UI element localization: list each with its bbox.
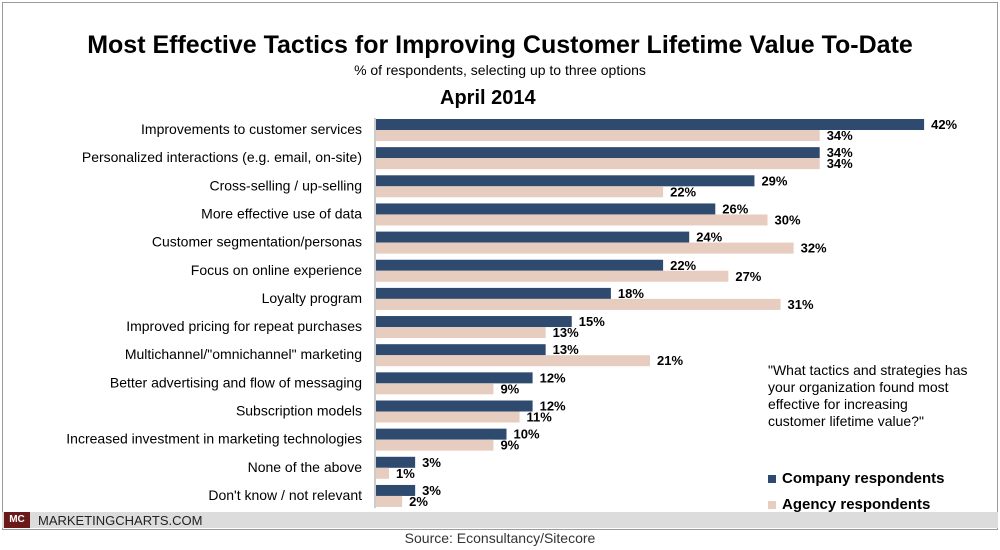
category-label: Focus on online experience <box>191 262 362 278</box>
value-label-company: 13% <box>553 342 579 357</box>
bar-company <box>376 400 533 412</box>
value-label-company: 12% <box>540 399 566 414</box>
category-label: Better advertising and flow of messaging <box>110 374 362 390</box>
value-label-agency: 9% <box>500 438 519 453</box>
bar-chart: Improvements to customer services 42% 34% P… <box>66 117 957 509</box>
category-label: Improvements to customer services <box>141 121 362 137</box>
category-label: Don't know / not relevant <box>208 487 362 503</box>
brand-link[interactable]: MARKETINGCHARTS.COM <box>38 513 203 528</box>
value-label-company: 12% <box>540 370 566 385</box>
value-label-company: 42% <box>931 117 957 132</box>
bar-company <box>376 287 611 299</box>
legend-label-agency: Agency respondents <box>782 496 931 513</box>
bar-company <box>376 316 572 328</box>
value-label-company: 3% <box>422 483 441 498</box>
value-label-agency: 9% <box>500 381 519 396</box>
bar-agency <box>376 214 768 226</box>
legend-item-agency: Agency respondents <box>768 496 930 513</box>
value-label-agency: 22% <box>670 184 696 199</box>
value-label-company: 10% <box>514 427 540 442</box>
category-label: Subscription models <box>236 403 362 419</box>
bar-agency <box>376 242 794 254</box>
survey-question: "What tactics and strategies has your or… <box>768 362 968 429</box>
bar-agency <box>376 298 781 310</box>
value-label-agency: 34% <box>827 128 853 143</box>
bar-company <box>376 484 416 496</box>
category-label: Personalized interactions (e.g. email, o… <box>82 149 362 165</box>
category-label: Customer segmentation/personas <box>152 234 362 250</box>
value-label-agency: 34% <box>827 156 853 171</box>
bar-company <box>376 259 664 271</box>
value-label-agency: 30% <box>775 212 801 227</box>
chart-title: Most Effective Tactics for Improving Cus… <box>87 31 913 59</box>
bar-company <box>376 175 755 187</box>
value-label-company: 22% <box>670 258 696 273</box>
chart-subtitle: % of respondents, selecting up to three … <box>354 62 646 78</box>
category-label: Increased investment in marketing techno… <box>66 431 362 447</box>
legend-label-company: Company respondents <box>782 470 945 487</box>
value-label-company: 29% <box>761 173 787 188</box>
bar-agency <box>376 383 494 395</box>
bar-agency <box>376 495 403 507</box>
bar-company <box>376 372 533 384</box>
marketingcharts-logo: MC <box>4 512 30 528</box>
source-note: Source: Econsultancy/Sitecore <box>404 530 596 546</box>
bar-company <box>376 203 716 215</box>
bar-company <box>376 428 507 440</box>
value-label-company: 26% <box>722 201 748 216</box>
category-label: Cross-selling / up-selling <box>209 177 362 193</box>
bar-company <box>376 231 690 243</box>
value-label-agency: 21% <box>657 353 683 368</box>
bar-agency <box>376 270 729 282</box>
category-label: None of the above <box>248 459 363 475</box>
value-label-agency: 31% <box>788 297 814 312</box>
bar-agency <box>376 439 494 451</box>
bar-agency <box>376 158 820 170</box>
bar-company <box>376 147 820 159</box>
bar-agency <box>376 186 664 198</box>
value-label-agency: 32% <box>801 241 827 256</box>
bar-company <box>376 119 925 130</box>
value-label-company: 15% <box>579 314 605 329</box>
bar-agency <box>376 355 651 367</box>
value-label-agency: 2% <box>409 494 428 509</box>
category-label: More effective use of data <box>201 205 362 221</box>
value-label-company: 24% <box>696 230 722 245</box>
footer-bar <box>2 512 998 528</box>
value-label-agency: 11% <box>527 410 553 425</box>
legend-item-company: Company respondents <box>768 470 945 487</box>
period-label: April 2014 <box>440 87 536 109</box>
bar-company <box>376 456 416 468</box>
value-label-company: 3% <box>422 455 441 470</box>
legend-swatch-company <box>768 474 776 483</box>
value-label-company: 18% <box>618 286 644 301</box>
category-label: Multichannel/"omnichannel" marketing <box>125 346 362 362</box>
bar-agency <box>376 130 820 141</box>
value-label-agency: 13% <box>553 325 579 340</box>
value-label-company: 34% <box>827 145 853 160</box>
bar-agency <box>376 411 520 423</box>
category-label: Loyalty program <box>262 290 362 306</box>
value-label-agency: 27% <box>735 269 761 284</box>
legend-swatch-agency <box>768 500 776 509</box>
value-label-agency: 1% <box>396 466 415 481</box>
category-label: Improved pricing for repeat purchases <box>126 318 362 334</box>
bar-agency <box>376 467 390 479</box>
bar-agency <box>376 327 546 339</box>
bar-company <box>376 344 546 356</box>
